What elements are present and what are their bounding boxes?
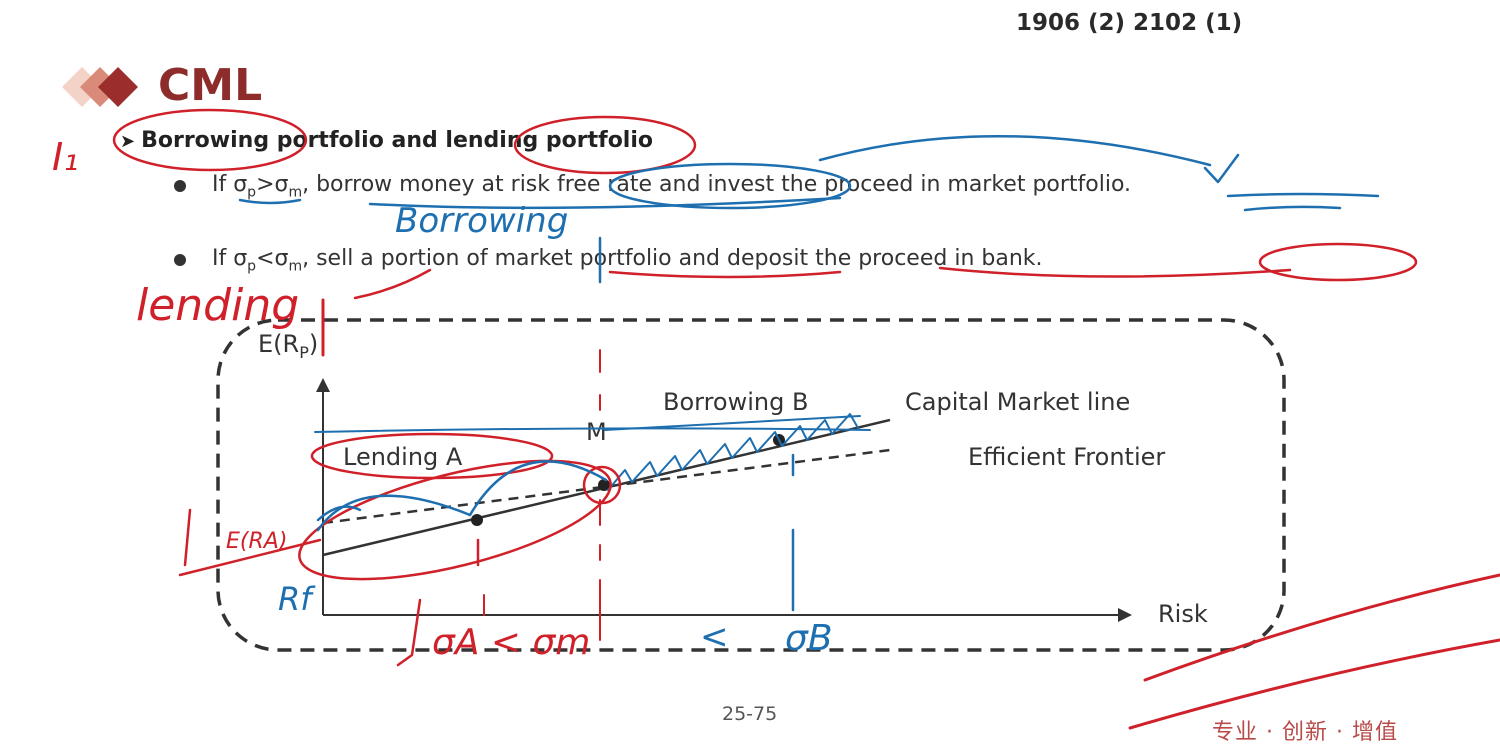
hw-sigma-b: σB [785,618,833,659]
diagram-frame [216,318,1286,652]
footer-slogan: 专业 · 创新 · 增值 [1212,720,1398,745]
frontier-line [322,448,891,525]
bullet-dot-icon [174,180,186,192]
point-a [471,514,483,526]
heading-text: Borrowing portfolio and lending portfoli… [141,128,654,153]
hw-circle-in-bank [1258,242,1418,282]
hw-check-icon [1203,153,1240,184]
label-lending-a: Lending A [343,443,463,471]
hw-step-marker: I₁ [52,135,78,179]
hw-borrowing: Borrowing [395,201,568,241]
page-number: 25-75 [722,703,778,725]
slide-title: CML [158,60,263,111]
label-borrowing-b: Borrowing B [663,388,808,416]
arrow-bullet-icon: ➤ [120,131,136,152]
label-m: M [586,418,607,446]
hw-circle-label-a [310,432,554,480]
hw-e-ra: E(RA) [226,529,287,554]
label-cml: Capital Market line [905,388,1130,416]
hw-lending: lending [136,280,299,331]
bullet-dot-icon [174,254,186,266]
x-axis-label: Risk [1158,600,1208,628]
bullet-lending: If σp<σm, sell a portion of market portf… [174,242,1412,283]
hw-arc-to-market [818,135,1212,167]
y-axis-label: E(RP) [258,330,318,362]
hw-circle-risk-free [608,162,852,210]
title-diamond-icon [62,67,138,107]
exam-code: 1906 (2) 2102 (1) [1016,10,1243,36]
point-m [598,479,610,491]
hw-sigma-a-m: σA < σm [432,622,590,663]
hw-ellipse-lending-region [298,459,612,581]
hw-arrow-lending [353,268,432,300]
y-axis-arrow-icon [316,378,330,392]
hw-circle-lending [513,115,697,175]
label-frontier: Efficient Frontier [968,443,1165,471]
section-heading: ➤ Borrowing portfolio and lending portfol… [120,128,653,153]
hw-rf: Rf [278,580,316,618]
hw-lt: < [700,617,729,657]
hw-circle-borrowing [112,108,308,172]
x-axis-arrow-icon [1118,608,1132,622]
bullet-borrowing: If σp>σm, borrow money at risk free rate… [174,168,1372,209]
hw-hatching [607,413,859,491]
